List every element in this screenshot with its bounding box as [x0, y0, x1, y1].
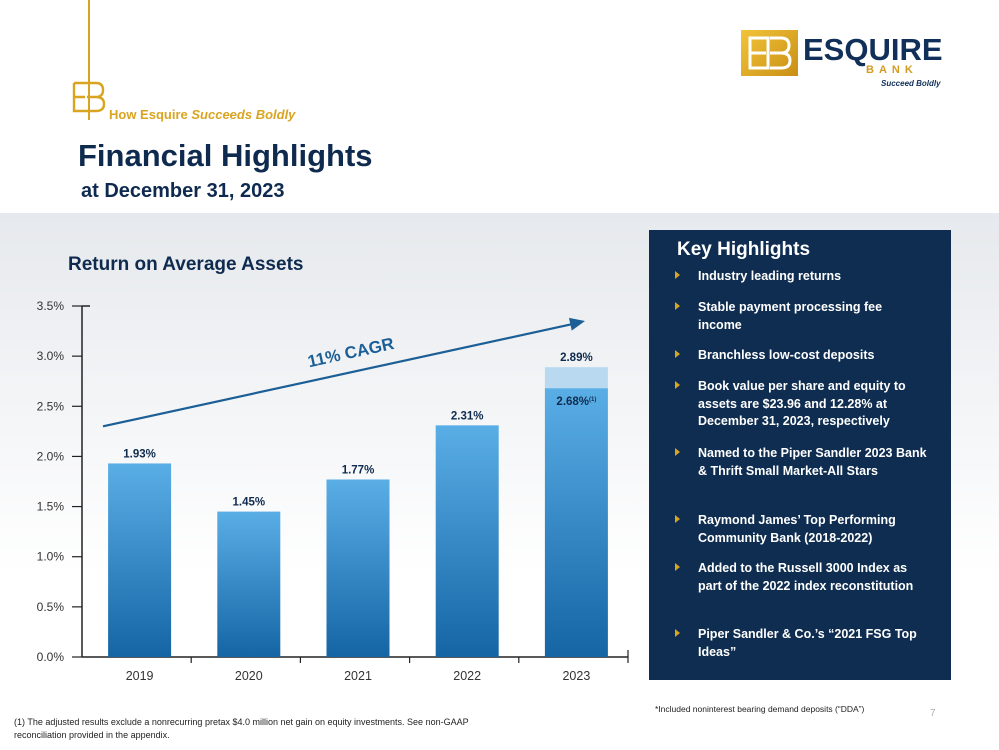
bullet-arrow-icon	[675, 350, 680, 358]
tagline: How Esquire Succeeds Boldly	[109, 107, 295, 122]
bullet-arrow-icon	[675, 629, 680, 637]
esquire-bank-logo: ESQUIRE BANK Succeed Boldly	[741, 29, 951, 93]
highlight-text: Branchless low-cost deposits	[698, 348, 875, 362]
bullet-arrow-icon	[675, 271, 680, 279]
y-tick-label: 3.0%	[37, 349, 65, 363]
eb-logo-icon	[748, 36, 792, 70]
y-tick-label: 1.0%	[37, 550, 65, 564]
highlight-text: Raymond James’ Top Performing Community …	[698, 513, 896, 545]
trend-arrow-line	[102, 321, 578, 428]
y-tick-label: 0.0%	[37, 650, 65, 664]
highlight-text: Named to the Piper Sandler 2023 Bank & T…	[698, 446, 927, 478]
bar-data-label: 1.93%	[123, 448, 156, 460]
adjusted-results-footnote: (1) The adjusted results exclude a nonre…	[14, 717, 469, 740]
bar-data-label: 1.77%	[342, 464, 375, 476]
eb-monogram-icon	[72, 81, 106, 113]
key-highlights-title: Key Highlights	[677, 239, 811, 260]
tagline-italic: Succeeds Boldly	[191, 107, 296, 122]
trend-arrow-head-icon	[568, 317, 585, 331]
bar-adjustment-segment	[544, 367, 608, 389]
bar-data-label: 2.31%	[451, 410, 484, 422]
bar-data-label: 2.89%	[560, 352, 593, 364]
page-subtitle: at December 31, 2023	[81, 180, 285, 202]
roaa-bar-chart: 0.0% 0.5% 1.0% 1.5% 2.0% 2.5% 3.0% 3.5% 1.93% 20…	[37, 299, 629, 683]
x-tick-label: 2023	[562, 669, 590, 683]
bar	[435, 425, 499, 657]
x-tick-label: 2021	[344, 669, 372, 683]
highlight-text: Industry leading returns	[698, 269, 842, 283]
key-highlights-panel: Key Highlights Industry leading returns S…	[649, 230, 951, 680]
y-tick-label: 0.5%	[37, 600, 65, 614]
bullet-arrow-icon	[675, 302, 680, 310]
tagline-prefix: How Esquire	[109, 107, 188, 122]
highlight-text: Piper Sandler & Co.’s “2021 FSG Top Idea…	[698, 627, 917, 659]
bar	[326, 479, 390, 657]
chart-title: Return on Average Assets	[68, 254, 304, 275]
bullet-arrow-icon	[675, 563, 680, 571]
dda-footnote: *Included noninterest bearing demand dep…	[655, 704, 865, 714]
highlight-text: Added to the Russell 3000 Index as part …	[698, 561, 914, 593]
bar	[108, 463, 172, 657]
page-number: 7	[930, 708, 936, 719]
y-tick-label: 3.5%	[37, 299, 65, 313]
logo-tagline: Succeed Boldly	[881, 79, 941, 88]
bar	[544, 388, 608, 657]
x-tick-label: 2019	[126, 669, 154, 683]
page-title: Financial Highlights	[78, 138, 373, 173]
bar	[217, 511, 281, 657]
bar-data-label: 1.45%	[232, 497, 265, 509]
logo-wordmark: ESQUIRE	[803, 32, 943, 67]
logo-bank-text: BANK	[866, 64, 918, 76]
y-tick-label: 2.0%	[37, 449, 65, 463]
x-tick-label: 2022	[453, 669, 481, 683]
logo-emblem	[741, 30, 798, 76]
accent-vertical-line	[88, 0, 90, 120]
adjusted-note-marker: (1)	[589, 397, 596, 403]
adjusted-value-text: 2.68%	[556, 396, 589, 408]
y-tick-label: 1.5%	[37, 500, 65, 514]
bullet-arrow-icon	[675, 515, 680, 523]
x-tick-label: 2020	[235, 669, 263, 683]
highlight-text: Stable payment processing fee income	[698, 300, 883, 332]
highlight-text: Book value per share and equity to asset…	[698, 379, 906, 428]
adjusted-data-label: 2.68%(1)	[556, 396, 596, 408]
bullet-arrow-icon	[675, 448, 680, 456]
y-tick-label: 2.5%	[37, 399, 65, 413]
bullet-arrow-icon	[675, 381, 680, 389]
